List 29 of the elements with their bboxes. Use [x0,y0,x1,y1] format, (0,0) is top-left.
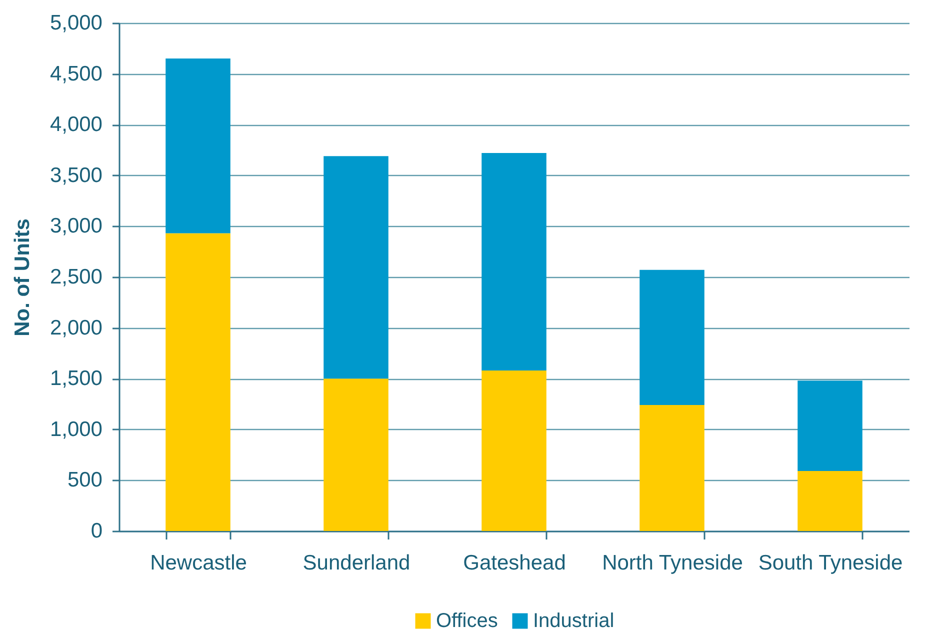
bar [798,380,862,472]
x-tick-label: Gateshead [463,552,566,574]
x-tick-label: Newcastle [150,552,247,574]
legend-label: Industrial [533,610,614,630]
x-tick-label: South Tyneside [758,552,903,574]
bar [482,153,546,370]
y-tick-label: 0 [90,520,102,542]
legend-label: Offices [436,610,498,630]
y-tick-label: 5,000 [50,12,102,34]
y-tick-label: 2,500 [50,266,102,288]
bar [482,370,546,531]
y-tick-label: 1,000 [50,418,102,441]
bar [166,233,230,531]
bar [166,58,230,234]
y-tick-label: 2,000 [50,316,102,340]
bar [640,405,704,531]
y-tick-label: 4,500 [50,62,102,86]
y-axis-title: No. of Units [10,218,34,336]
y-tick-label: 500 [67,468,102,492]
y-tick-label: 3,500 [50,164,102,187]
y-tick-label: 3,000 [50,214,102,238]
bar [798,471,862,531]
x-tick-label: North Tyneside [602,552,743,574]
bar [324,156,388,379]
y-tick-label: 1,500 [50,367,102,390]
x-tick-label: Sunderland [302,552,410,574]
bar [640,270,704,406]
bar [324,378,388,531]
y-tick-label: 4,000 [50,113,102,136]
